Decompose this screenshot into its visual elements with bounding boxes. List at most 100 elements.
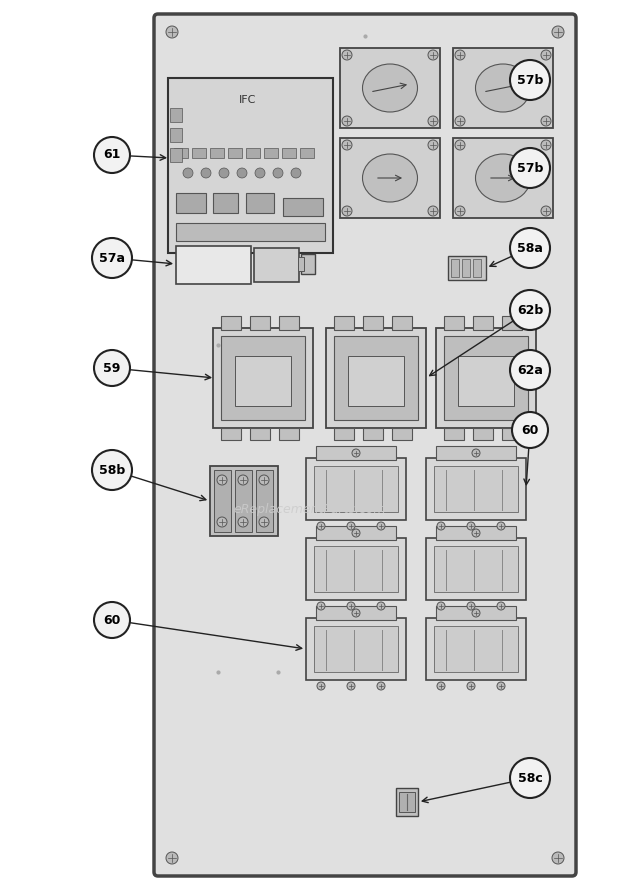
Text: 58c: 58c xyxy=(518,772,542,784)
Bar xyxy=(434,466,518,512)
Ellipse shape xyxy=(476,154,531,202)
Circle shape xyxy=(347,602,355,610)
Bar xyxy=(462,259,470,277)
Bar xyxy=(473,316,493,330)
Bar xyxy=(235,470,252,532)
Circle shape xyxy=(510,350,550,390)
Circle shape xyxy=(541,50,551,60)
Bar xyxy=(444,336,528,420)
Circle shape xyxy=(455,50,465,60)
Circle shape xyxy=(510,290,550,330)
Bar xyxy=(176,193,206,213)
Bar xyxy=(399,792,415,812)
Text: 62b: 62b xyxy=(517,303,543,317)
Bar xyxy=(250,428,270,440)
Bar xyxy=(434,546,518,592)
Bar xyxy=(221,316,241,330)
Circle shape xyxy=(467,682,475,690)
Bar xyxy=(256,470,273,532)
Circle shape xyxy=(472,609,480,617)
Circle shape xyxy=(352,609,360,617)
Circle shape xyxy=(94,350,130,386)
Circle shape xyxy=(437,602,445,610)
Circle shape xyxy=(467,522,475,530)
Bar xyxy=(168,78,333,253)
Bar xyxy=(326,328,426,428)
Bar xyxy=(451,259,459,277)
Circle shape xyxy=(455,140,465,150)
Text: 59: 59 xyxy=(104,361,121,375)
Bar xyxy=(221,336,305,420)
Bar xyxy=(170,148,182,162)
Bar xyxy=(282,148,296,158)
Circle shape xyxy=(92,238,132,278)
Circle shape xyxy=(428,116,438,126)
Bar xyxy=(434,626,518,672)
Text: 58a: 58a xyxy=(517,242,543,254)
Circle shape xyxy=(455,206,465,216)
Bar xyxy=(306,458,406,520)
Circle shape xyxy=(472,529,480,537)
Circle shape xyxy=(467,602,475,610)
Circle shape xyxy=(166,26,178,38)
Bar xyxy=(254,248,299,282)
Bar xyxy=(316,446,396,460)
Text: 58b: 58b xyxy=(99,464,125,476)
Bar xyxy=(213,193,238,213)
Circle shape xyxy=(352,449,360,457)
Bar xyxy=(458,356,514,406)
Bar xyxy=(448,256,486,280)
Bar xyxy=(298,257,304,271)
Circle shape xyxy=(237,168,247,178)
Bar xyxy=(306,618,406,680)
Bar xyxy=(426,538,526,600)
Circle shape xyxy=(437,682,445,690)
Bar xyxy=(228,148,242,158)
Circle shape xyxy=(347,682,355,690)
Text: 57a: 57a xyxy=(99,252,125,265)
Circle shape xyxy=(428,50,438,60)
Bar xyxy=(174,148,188,158)
Circle shape xyxy=(428,140,438,150)
Bar xyxy=(340,138,440,218)
Circle shape xyxy=(94,137,130,173)
Circle shape xyxy=(94,602,130,638)
Circle shape xyxy=(497,522,505,530)
Bar xyxy=(316,526,396,540)
Circle shape xyxy=(342,206,352,216)
Bar xyxy=(279,428,299,440)
Text: 61: 61 xyxy=(104,148,121,161)
Bar xyxy=(213,328,313,428)
Circle shape xyxy=(347,522,355,530)
Bar xyxy=(453,138,553,218)
Bar xyxy=(396,788,418,816)
Circle shape xyxy=(317,682,325,690)
Bar xyxy=(314,626,398,672)
Bar xyxy=(314,466,398,512)
Text: 62a: 62a xyxy=(517,364,543,376)
Bar xyxy=(444,316,464,330)
Circle shape xyxy=(377,522,385,530)
Circle shape xyxy=(552,852,564,864)
Bar xyxy=(334,428,354,440)
Circle shape xyxy=(238,517,248,527)
Circle shape xyxy=(259,475,269,485)
Circle shape xyxy=(552,26,564,38)
Circle shape xyxy=(238,475,248,485)
Bar xyxy=(264,148,278,158)
Text: 57b: 57b xyxy=(517,161,543,175)
Ellipse shape xyxy=(363,64,417,112)
Bar xyxy=(426,458,526,520)
Bar xyxy=(392,316,412,330)
Bar xyxy=(436,328,536,428)
Ellipse shape xyxy=(476,64,531,112)
Bar xyxy=(192,148,206,158)
Text: 57b: 57b xyxy=(517,73,543,87)
Circle shape xyxy=(219,168,229,178)
Circle shape xyxy=(472,449,480,457)
Bar xyxy=(348,356,404,406)
Text: IFC: IFC xyxy=(239,95,256,105)
FancyBboxPatch shape xyxy=(154,14,576,876)
Text: 60: 60 xyxy=(104,614,121,626)
Bar xyxy=(210,148,224,158)
